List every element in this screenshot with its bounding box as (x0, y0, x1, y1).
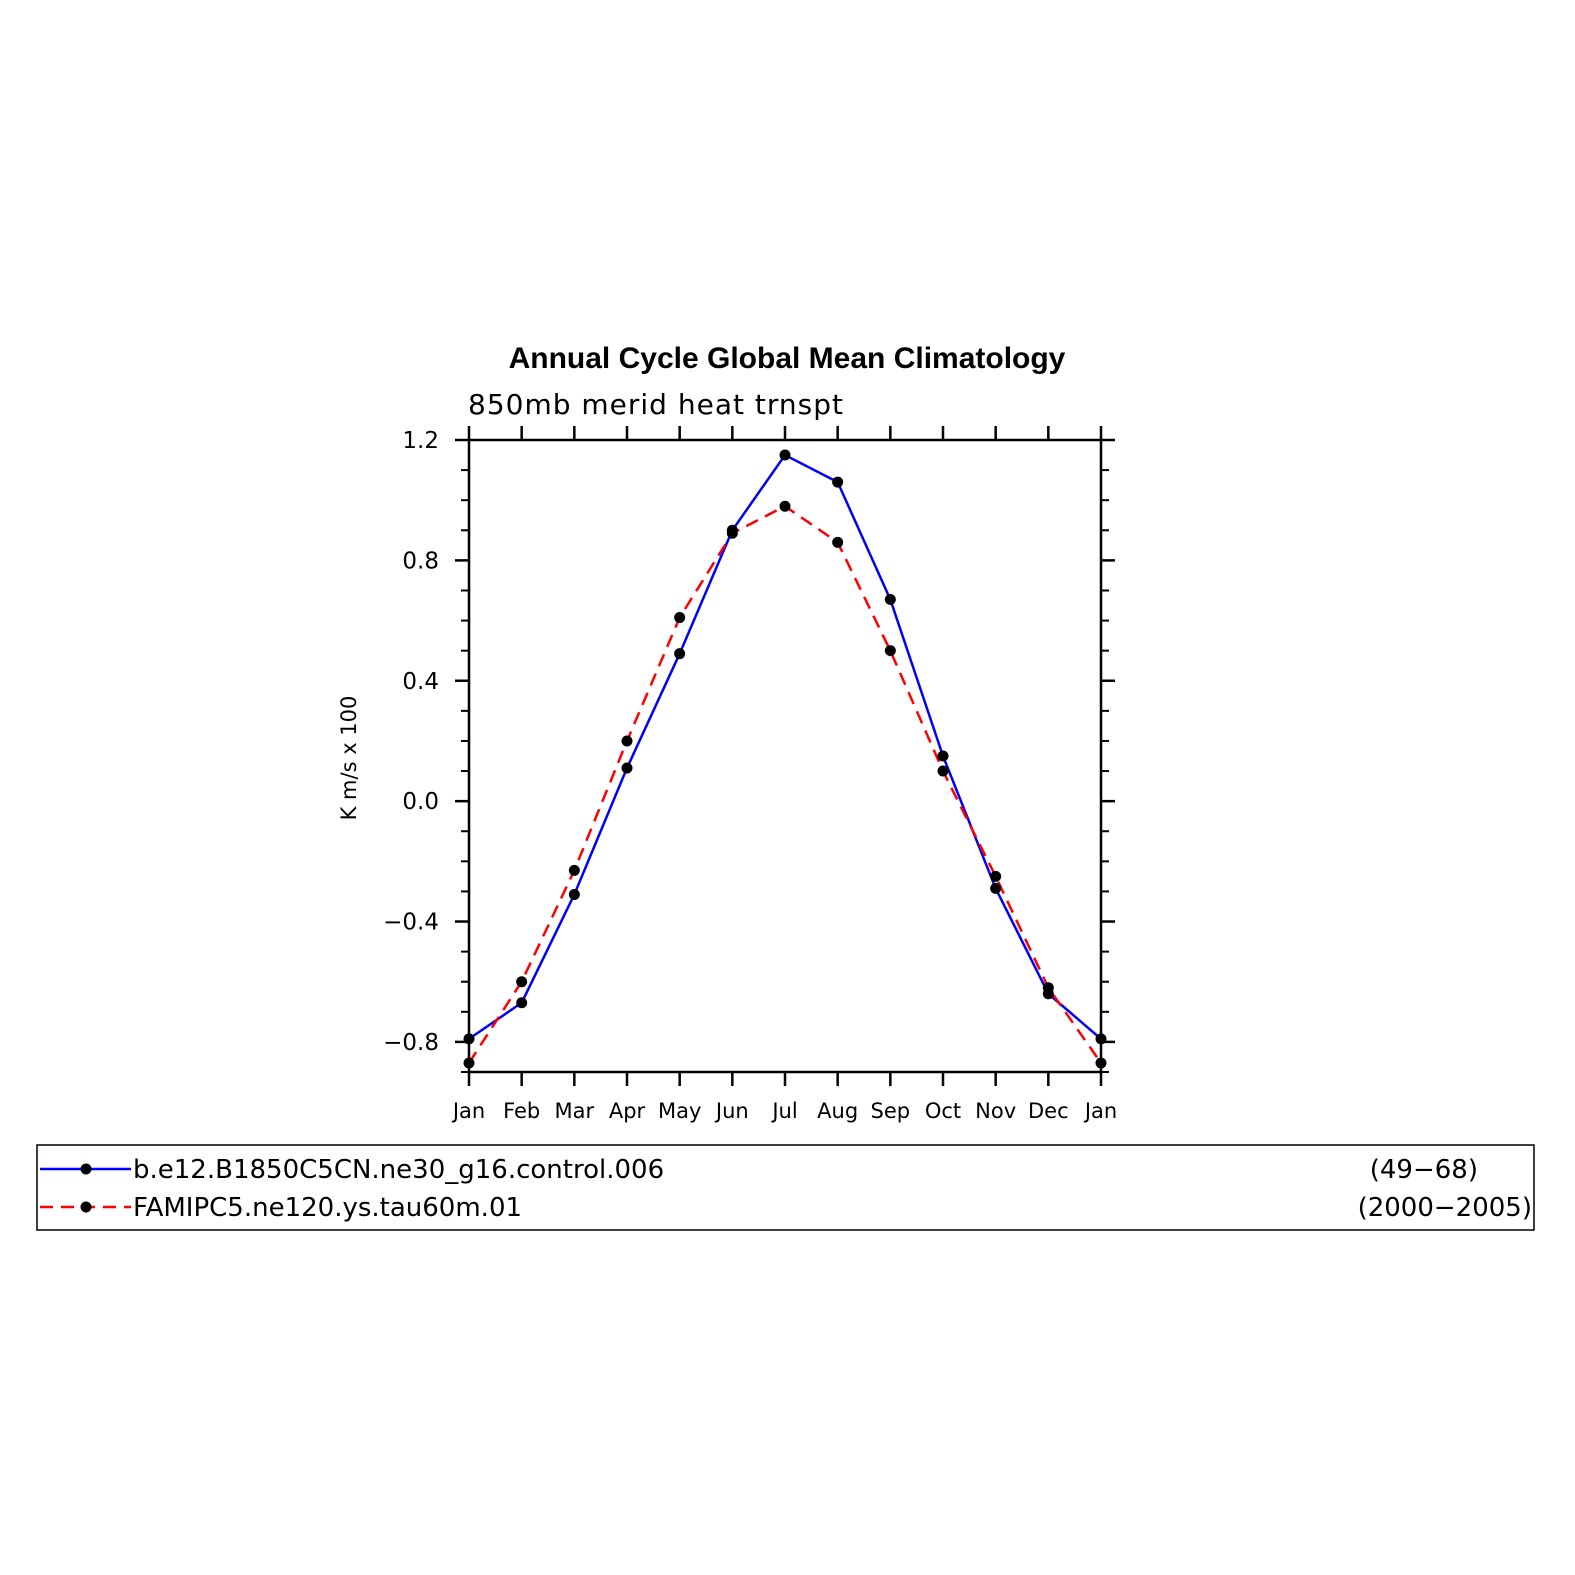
data-point-series-1-4 (621, 762, 633, 774)
legend-label-series-2: FAMIPC5.ne120.ys.tau60m.01 (133, 1193, 522, 1223)
legend-label-series-1: b.e12.B1850C5CN.ne30_g16.control.006 (133, 1155, 664, 1185)
x-tick-label: May (658, 1099, 701, 1123)
x-tick-label: Jun (714, 1099, 749, 1123)
y-tick-label: 0.0 (402, 789, 439, 815)
x-tick-label: Oct (925, 1099, 961, 1123)
data-point-series-1-3 (568, 888, 580, 900)
y-tick-label: 0.4 (402, 669, 439, 695)
legend: b.e12.B1850C5CN.ne30_g16.control.006 (49… (36, 1144, 1535, 1231)
data-point-series-2-7 (779, 500, 791, 512)
data-point-series-1-5 (674, 648, 686, 660)
chart-title: Annual Cycle Global Mean Climatology (509, 342, 1066, 375)
x-tick-label: Jan (451, 1099, 485, 1123)
series-line-2 (467, 504, 1103, 1064)
data-point-series-2-2 (516, 976, 528, 988)
data-point-series-2-10 (937, 765, 949, 777)
data-point-series-2-4 (621, 735, 633, 747)
data-point-series-1-9 (884, 594, 896, 606)
data-point-series-1-7 (779, 449, 791, 461)
data-point-series-1-10 (937, 750, 949, 762)
legend-years-series-2: (2000−2005) (1358, 1193, 1532, 1223)
data-point-series-1-8 (832, 476, 844, 488)
legend-marker-series-2 (80, 1201, 92, 1213)
data-point-series-2-8 (832, 536, 844, 548)
y-axis-label: K m/s x 100 (337, 696, 361, 821)
x-tick-label: Nov (975, 1099, 1016, 1123)
x-tick-label: Apr (609, 1099, 646, 1123)
x-tick-label: Aug (817, 1099, 858, 1123)
x-tick-label: Sep (871, 1099, 911, 1123)
data-point-series-2-5 (674, 612, 686, 624)
data-point-series-1-11 (990, 882, 1002, 894)
data-point-series-2-9 (884, 645, 896, 657)
x-tick-label: Mar (555, 1099, 595, 1123)
plot-area (463, 449, 1107, 1069)
x-tick-label: Jul (770, 1099, 797, 1123)
y-tick-label: −0.4 (383, 910, 439, 936)
axis-ticks: −0.8 −0.4 0.0 0.4 0.8 1.2 Jan Feb Mar Apr May Jun Ju… (383, 426, 1117, 1123)
x-tick-label: Feb (503, 1099, 540, 1123)
y-tick-label: 1.2 (402, 428, 439, 454)
legend-box (36, 1144, 1535, 1231)
legend-years-series-1: (49−68) (1370, 1155, 1478, 1185)
x-tick-label: Dec (1028, 1099, 1069, 1123)
data-point-series-2-6 (726, 527, 738, 539)
plot-frame (467, 438, 1103, 1074)
data-point-series-2-3 (568, 864, 580, 876)
y-tick-label: −0.8 (383, 1030, 439, 1056)
x-tick-label: Jan (1083, 1099, 1117, 1123)
legend-marker-series-1 (80, 1163, 92, 1175)
data-point-series-1-2 (516, 997, 528, 1009)
data-point-series-2-11 (990, 870, 1002, 882)
chart-subtitle: 850mb merid heat trnspt (468, 388, 844, 421)
series-line-1 (468, 453, 1102, 1040)
data-point-series-2-12 (1042, 982, 1054, 994)
y-tick-label: 0.8 (402, 548, 439, 574)
